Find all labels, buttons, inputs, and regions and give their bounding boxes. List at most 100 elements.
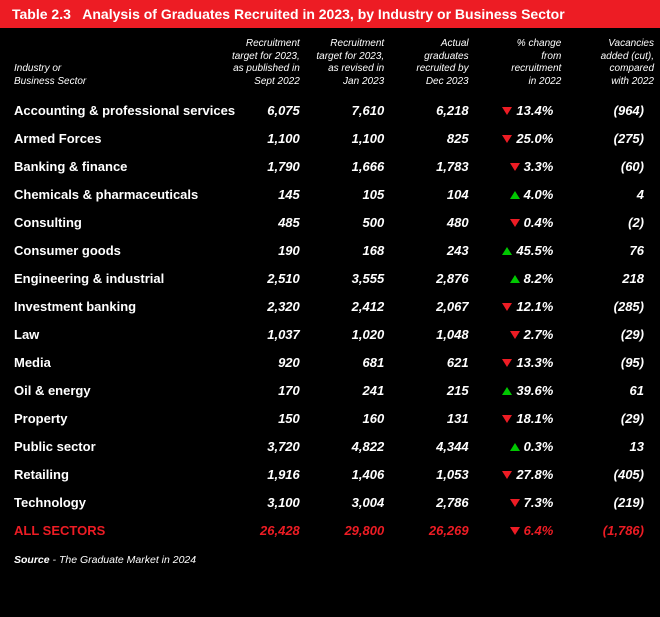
down-arrow-icon	[510, 499, 520, 507]
sector-cell: Consumer goods	[0, 236, 221, 264]
sector-cell: Property	[0, 404, 221, 432]
pct-value: 39.6%	[516, 383, 553, 398]
actual-cell: 2,786	[390, 488, 474, 516]
vacancies-cell: (95)	[567, 348, 660, 376]
up-arrow-icon	[502, 387, 512, 395]
vacancies-cell: 4	[567, 180, 660, 208]
actual-cell: 1,053	[390, 460, 474, 488]
pct-value: 12.1%	[516, 299, 553, 314]
actual-cell: 131	[390, 404, 474, 432]
col-actual: Actualgraduatesrecruited byDec 2023	[390, 28, 474, 96]
target-sept22-cell: 2,510	[221, 264, 305, 292]
target-jan23-cell: 1,100	[306, 124, 390, 152]
sector-cell: Public sector	[0, 432, 221, 460]
vacancies-cell: (219)	[567, 488, 660, 516]
vacancies-cell: 218	[567, 264, 660, 292]
col-sector: Industry orBusiness Sector	[0, 28, 221, 96]
target-sept22-cell: 920	[221, 348, 305, 376]
vacancies-cell: (60)	[567, 152, 660, 180]
target-sept22-cell: 170	[221, 376, 305, 404]
pct-value: 25.0%	[516, 131, 553, 146]
source-label: Source	[14, 554, 50, 566]
pct-change-cell: 0.4%	[475, 208, 568, 236]
sector-cell: Oil & energy	[0, 376, 221, 404]
target-jan23-cell: 105	[306, 180, 390, 208]
sector-cell: Consulting	[0, 208, 221, 236]
down-arrow-icon	[502, 415, 512, 423]
target-jan23-cell: 3,555	[306, 264, 390, 292]
vacancies-cell: (29)	[567, 404, 660, 432]
actual-cell: 6,218	[390, 96, 474, 124]
target-jan23-cell: 681	[306, 348, 390, 376]
table-title: Analysis of Graduates Recruited in 2023,…	[82, 6, 564, 22]
actual-cell: 2,067	[390, 292, 474, 320]
pct-change-cell: 8.2%	[475, 264, 568, 292]
actual-cell: 4,344	[390, 432, 474, 460]
pct-value: 3.3%	[524, 159, 554, 174]
actual-cell: 2,876	[390, 264, 474, 292]
target-sept22-cell: 26,428	[221, 516, 305, 544]
sector-cell: Engineering & industrial	[0, 264, 221, 292]
pct-value: 13.4%	[516, 103, 553, 118]
col-pct-change: % changefromrecruitmentin 2022	[475, 28, 568, 96]
pct-change-cell: 13.3%	[475, 348, 568, 376]
target-jan23-cell: 160	[306, 404, 390, 432]
pct-value: 0.3%	[524, 439, 554, 454]
source-text: - The Graduate Market in 2024	[50, 554, 197, 566]
target-jan23-cell: 29,800	[306, 516, 390, 544]
up-arrow-icon	[510, 275, 520, 283]
target-sept22-cell: 190	[221, 236, 305, 264]
up-arrow-icon	[510, 443, 520, 451]
table-row: Accounting & professional services6,0757…	[0, 96, 660, 124]
pct-change-cell: 3.3%	[475, 152, 568, 180]
down-arrow-icon	[502, 303, 512, 311]
down-arrow-icon	[510, 163, 520, 171]
target-sept22-cell: 3,100	[221, 488, 305, 516]
vacancies-cell: (405)	[567, 460, 660, 488]
table-row: Law1,0371,0201,0482.7%(29)	[0, 320, 660, 348]
down-arrow-icon	[510, 331, 520, 339]
vacancies-cell: 61	[567, 376, 660, 404]
pct-value: 4.0%	[524, 187, 554, 202]
down-arrow-icon	[510, 219, 520, 227]
down-arrow-icon	[502, 359, 512, 367]
target-sept22-cell: 2,320	[221, 292, 305, 320]
pct-value: 7.3%	[524, 495, 554, 510]
actual-cell: 243	[390, 236, 474, 264]
down-arrow-icon	[502, 471, 512, 479]
target-jan23-cell: 168	[306, 236, 390, 264]
pct-change-cell: 13.4%	[475, 96, 568, 124]
header-row: Industry orBusiness Sector Recruitmentta…	[0, 28, 660, 96]
vacancies-cell: 76	[567, 236, 660, 264]
target-sept22-cell: 3,720	[221, 432, 305, 460]
table-row: Banking & finance1,7901,6661,7833.3%(60)	[0, 152, 660, 180]
target-jan23-cell: 7,610	[306, 96, 390, 124]
actual-cell: 215	[390, 376, 474, 404]
table-row: Engineering & industrial2,5103,5552,876 8…	[0, 264, 660, 292]
table-row: Oil & energy17024121539.6%61	[0, 376, 660, 404]
vacancies-cell: (2)	[567, 208, 660, 236]
pct-change-cell: 0.3%	[475, 432, 568, 460]
pct-change-cell: 45.5%	[475, 236, 568, 264]
pct-change-cell: 2.7%	[475, 320, 568, 348]
pct-change-cell: 7.3%	[475, 488, 568, 516]
actual-cell: 825	[390, 124, 474, 152]
pct-value: 45.5%	[516, 243, 553, 258]
table-row: Property15016013118.1%(29)	[0, 404, 660, 432]
table-row: Investment banking2,3202,4122,06712.1%(2…	[0, 292, 660, 320]
down-arrow-icon	[502, 107, 512, 115]
sector-cell: Armed Forces	[0, 124, 221, 152]
pct-value: 18.1%	[516, 411, 553, 426]
col-target-sept22: Recruitmenttarget for 2023,as published …	[221, 28, 305, 96]
pct-value: 8.2%	[524, 271, 554, 286]
table-row: Public sector3,7204,8224,344 0.3% 13	[0, 432, 660, 460]
table-row: Chemicals & pharmaceuticals1451051044.0%…	[0, 180, 660, 208]
pct-value: 0.4%	[524, 215, 554, 230]
target-jan23-cell: 4,822	[306, 432, 390, 460]
up-arrow-icon	[510, 191, 520, 199]
target-jan23-cell: 3,004	[306, 488, 390, 516]
sector-cell: Technology	[0, 488, 221, 516]
pct-change-cell: 4.0%	[475, 180, 568, 208]
pct-change-cell: 18.1%	[475, 404, 568, 432]
vacancies-cell: 13	[567, 432, 660, 460]
